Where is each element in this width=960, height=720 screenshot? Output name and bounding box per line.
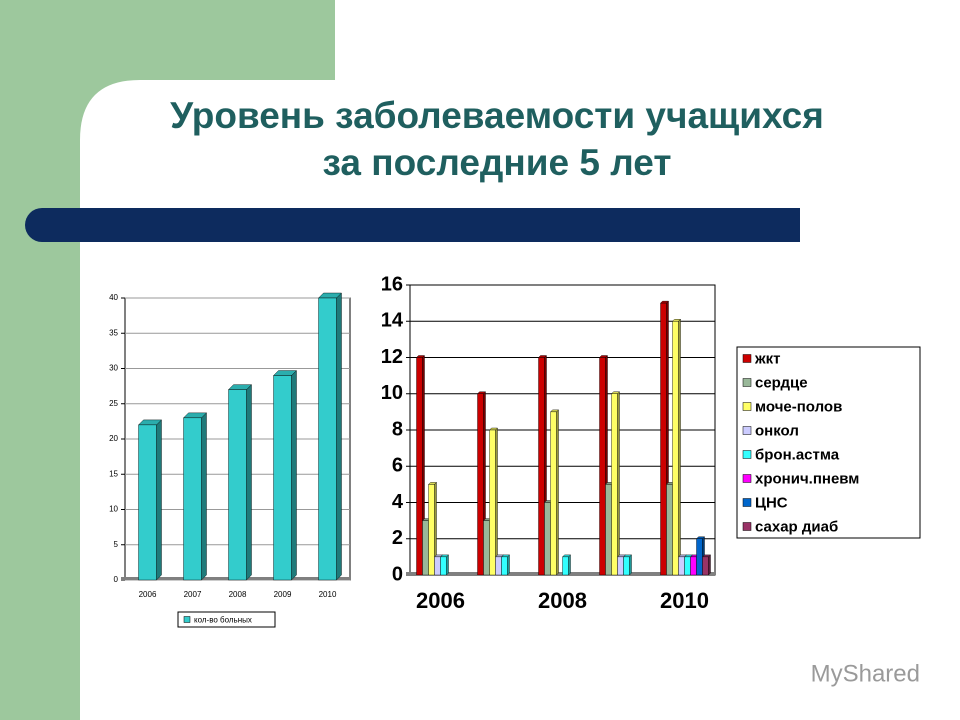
legend-label: хронич.пневм: [755, 470, 859, 487]
legend-box: [736, 346, 921, 539]
bar: [672, 321, 679, 576]
y-tick-label: 4: [392, 491, 404, 513]
y-tick-label: 12: [381, 346, 403, 368]
bar: [483, 520, 490, 576]
legend-label: кол-во больных: [194, 616, 252, 625]
bar: [678, 556, 685, 576]
y-tick-label: 25: [109, 399, 118, 408]
y-tick-label: 16: [381, 273, 403, 295]
legend-label: ЦНС: [755, 494, 788, 511]
legend-label: брон.астма: [755, 446, 840, 463]
bar: [183, 417, 202, 581]
x-tick-label: 2007: [184, 590, 202, 599]
bar: [550, 411, 557, 576]
x-tick-label: 2010: [660, 588, 709, 613]
y-tick-label: 2: [392, 527, 403, 549]
bar-side: [446, 554, 449, 576]
y-tick-label: 0: [392, 563, 403, 585]
bar: [138, 424, 157, 581]
bar: [544, 502, 551, 576]
legend-swatch: [742, 522, 752, 531]
legend-swatch: [742, 378, 752, 387]
bar: [599, 357, 606, 576]
legend-swatch: [742, 402, 752, 411]
bar: [611, 393, 618, 576]
title-line: за последние 5 лет: [323, 142, 672, 183]
bar: [318, 297, 337, 581]
y-tick-label: 40: [109, 293, 118, 302]
title-bar: [25, 208, 800, 242]
x-tick-label: 2009: [274, 590, 292, 599]
bar-side: [617, 391, 620, 576]
green-strip: [0, 0, 80, 720]
legend-label: моче-полов: [755, 398, 842, 415]
floor: [406, 572, 715, 575]
bar: [489, 429, 496, 576]
bar: [273, 375, 292, 581]
bar: [684, 556, 691, 576]
legend-label: сердце: [755, 374, 808, 391]
bar-side: [568, 554, 571, 576]
bar: [623, 556, 630, 576]
legend-swatch: [742, 426, 752, 435]
bar: [690, 556, 697, 576]
bar: [660, 302, 667, 576]
bar-side: [507, 554, 510, 576]
bar: [605, 484, 612, 576]
bar: [495, 556, 502, 576]
bar: [416, 357, 423, 576]
bar: [501, 556, 508, 576]
bar-side: [156, 419, 162, 581]
bar-side: [678, 318, 681, 576]
bar: [538, 357, 545, 576]
y-tick-label: 35: [109, 328, 118, 337]
bar: [562, 556, 569, 576]
bar: [666, 484, 673, 576]
y-tick-label: 5: [114, 540, 119, 549]
bar: [440, 556, 447, 576]
bar-side: [629, 554, 632, 576]
bar-side: [495, 427, 498, 576]
y-tick-label: 15: [109, 469, 118, 478]
watermark: MyShared: [811, 660, 920, 687]
legend-swatch: [742, 450, 752, 459]
bar-side: [201, 412, 207, 581]
legend-label: онкол: [755, 422, 799, 439]
y-tick-label: 10: [381, 382, 403, 404]
legend-label: сахар диаб: [755, 518, 838, 535]
bar: [617, 556, 624, 576]
x-tick-label: 2008: [229, 590, 247, 599]
bar: [228, 389, 247, 581]
y-tick-label: 30: [109, 364, 118, 373]
y-tick-label: 8: [392, 418, 403, 440]
legend-label: жкт: [754, 350, 781, 367]
title-line: Уровень заболеваемости учащихся: [170, 95, 824, 136]
legend-swatch: [742, 474, 752, 483]
x-tick-label: 2006: [139, 590, 157, 599]
bar-side: [291, 370, 297, 581]
bar-side: [708, 554, 711, 576]
bar: [477, 393, 484, 576]
bar: [422, 520, 429, 576]
x-tick-label: 2010: [319, 590, 337, 599]
legend-swatch: [742, 354, 752, 363]
bar: [696, 538, 703, 576]
legend-swatch: [183, 616, 191, 623]
bar-side: [336, 292, 342, 581]
bar: [702, 556, 709, 576]
y-tick-label: 0: [114, 575, 119, 584]
y-tick-label: 14: [381, 310, 404, 332]
bar-side: [246, 384, 252, 581]
bar: [434, 556, 441, 576]
legend-box: [177, 611, 276, 628]
bar: [428, 484, 435, 576]
y-tick-label: 10: [109, 505, 118, 514]
x-tick-label: 2006: [416, 588, 465, 613]
legend-swatch: [742, 498, 752, 507]
x-tick-label: 2008: [538, 588, 587, 613]
bar-side: [556, 409, 559, 576]
y-tick-label: 6: [392, 455, 403, 477]
y-tick-label: 20: [109, 434, 118, 443]
